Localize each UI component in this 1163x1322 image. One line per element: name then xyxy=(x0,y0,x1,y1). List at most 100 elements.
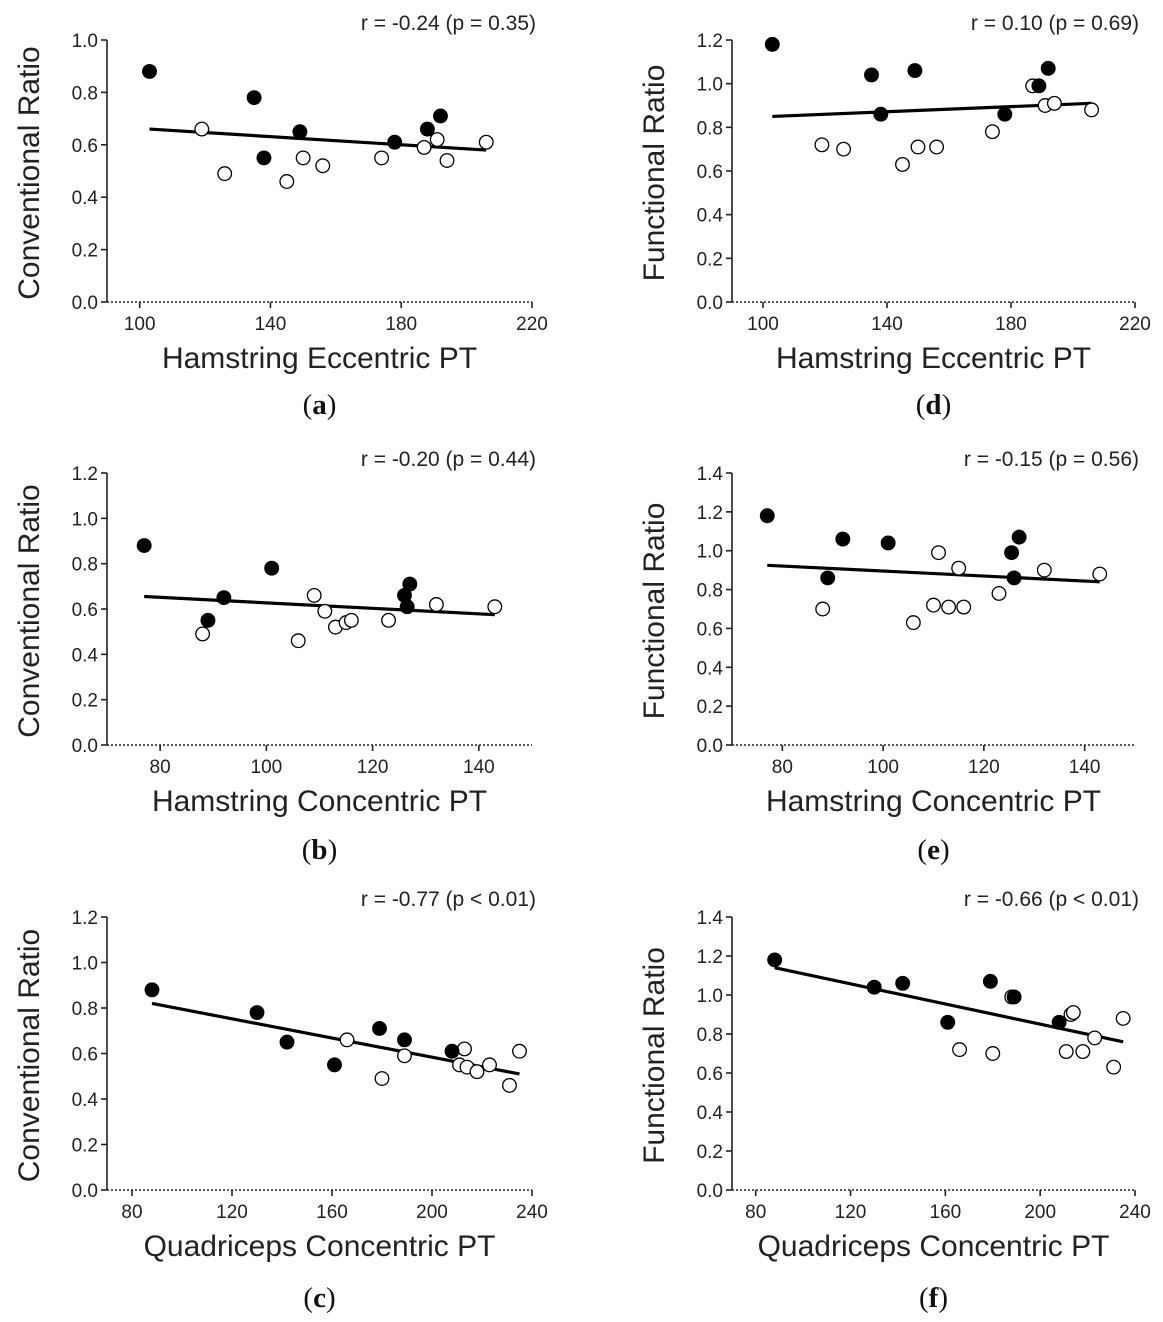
filled-data-point xyxy=(1031,78,1047,94)
open-data-point xyxy=(487,599,503,615)
correlation-annotation: r = -0.77 (p < 0.01) xyxy=(361,888,536,911)
filled-data-point xyxy=(1051,1014,1067,1030)
scatter-panel-a: 0.0 0.2 0.4 0.6 0.8 1.0 100 140 180 220 Hamstring … xyxy=(13,12,548,421)
correlation-annotation: r = -0.24 (p = 0.35) xyxy=(361,12,536,35)
open-data-point xyxy=(1106,1059,1122,1075)
y-axis-title: Functional Ratio xyxy=(638,503,671,720)
panel-label-letter: a xyxy=(312,389,327,421)
filled-data-point xyxy=(249,1005,265,1021)
open-data-point xyxy=(905,615,921,631)
y-tick-label: 1.4 xyxy=(697,464,724,485)
y-tick-label: 1.0 xyxy=(72,954,98,975)
x-tick-label: 80 xyxy=(745,1202,766,1223)
x-tick-label: 140 xyxy=(871,314,903,335)
filled-data-point xyxy=(767,952,783,968)
filled-data-point xyxy=(216,590,232,606)
panel-label: (d) xyxy=(916,389,951,421)
y-tick-label: 0.8 xyxy=(697,118,723,139)
scatter-panel-b: 0.0 0.2 0.4 0.6 0.8 1.0 1.2 80 100 120 140 Hamstrin… xyxy=(13,448,536,866)
open-data-point xyxy=(1065,1005,1081,1021)
correlation-annotation: r = 0.10 (p = 0.69) xyxy=(971,12,1139,35)
open-data-point xyxy=(397,1048,412,1064)
y-tick-label: 0.2 xyxy=(72,691,98,712)
x-axis-title: Hamstring Concentric PT xyxy=(766,785,1101,818)
filled-data-point xyxy=(940,1014,956,1030)
y-tick-label: 0.0 xyxy=(72,1181,98,1202)
open-data-point xyxy=(895,156,910,172)
panel-label: (e) xyxy=(917,834,949,866)
filled-data-point xyxy=(907,63,923,79)
scatter-panel-c: 0.0 0.2 0.4 0.6 0.8 1.0 1.2 80 120 160 200 240 Quadr… xyxy=(13,888,548,1314)
panel-label-paren: ) xyxy=(327,389,337,421)
y-tick-label: 0.4 xyxy=(72,645,99,666)
open-data-point xyxy=(941,599,957,615)
open-data-point xyxy=(929,139,945,155)
filled-data-point xyxy=(142,63,157,79)
open-data-point xyxy=(1058,1044,1074,1060)
open-data-point xyxy=(195,626,211,642)
open-data-point xyxy=(1087,1030,1103,1046)
x-tick-label: 80 xyxy=(121,1202,142,1223)
open-data-point xyxy=(926,597,941,613)
y-tick-label: 1.2 xyxy=(697,31,723,52)
y-tick-label: 1.4 xyxy=(697,908,724,929)
x-axis-title: Quadriceps Concentric PT xyxy=(144,1230,496,1263)
y-tick-label: 0.6 xyxy=(72,136,98,157)
open-data-point xyxy=(279,174,295,189)
open-data-point xyxy=(956,599,972,615)
y-tick-label: 1.0 xyxy=(72,509,98,530)
y-axis-title: Conventional Ratio xyxy=(13,484,46,738)
open-data-point xyxy=(1036,562,1052,578)
open-data-point xyxy=(194,121,210,137)
panel-label-letter: f xyxy=(929,1282,939,1314)
panel-label-paren: ) xyxy=(938,1282,948,1314)
y-tick-label: 1.0 xyxy=(697,986,723,1007)
open-data-point xyxy=(1084,102,1100,118)
filled-data-point xyxy=(327,1057,342,1073)
open-data-point xyxy=(295,150,311,166)
y-tick-label: 0.8 xyxy=(697,1025,723,1046)
open-data-point xyxy=(217,166,233,182)
open-data-point xyxy=(343,612,359,628)
filled-data-point xyxy=(419,121,435,137)
filled-data-point xyxy=(866,979,882,995)
open-data-point xyxy=(306,587,322,603)
correlation-annotation: r = -0.15 (p = 0.56) xyxy=(964,448,1139,471)
filled-data-point xyxy=(256,150,272,166)
filled-data-point xyxy=(1011,529,1027,545)
filled-data-point xyxy=(982,973,998,989)
open-data-point xyxy=(439,153,455,168)
open-data-point xyxy=(315,158,331,174)
x-tick-label: 180 xyxy=(995,314,1027,335)
y-tick-label: 0.4 xyxy=(72,188,99,209)
open-data-point xyxy=(1092,566,1108,582)
x-tick-label: 140 xyxy=(255,314,287,335)
y-tick-label: 1.2 xyxy=(72,464,98,485)
x-axis-title: Hamstring Eccentric PT xyxy=(162,342,477,375)
open-data-point xyxy=(457,1041,472,1057)
filled-data-point xyxy=(433,108,448,124)
y-tick-label: 0.4 xyxy=(697,1103,724,1124)
filled-data-point xyxy=(444,1043,460,1059)
x-tick-label: 80 xyxy=(772,757,793,778)
y-tick-label: 0.6 xyxy=(697,162,723,183)
x-tick-label: 100 xyxy=(747,314,779,335)
y-tick-label: 0.8 xyxy=(72,555,98,576)
open-data-point xyxy=(512,1043,527,1059)
y-tick-label: 1.2 xyxy=(72,908,98,929)
y-axis-title: Functional Ratio xyxy=(638,65,671,282)
y-tick-label: 0.0 xyxy=(697,736,723,757)
filled-data-point xyxy=(200,612,216,628)
x-tick-label: 200 xyxy=(416,1202,448,1223)
filled-data-point xyxy=(372,1021,387,1036)
filled-data-point xyxy=(880,535,896,551)
open-data-point xyxy=(469,1064,485,1080)
panel-label-paren: ( xyxy=(303,389,313,421)
y-tick-label: 0.2 xyxy=(697,249,723,270)
x-axis-title: Hamstring Eccentric PT xyxy=(776,342,1091,375)
open-data-point xyxy=(374,150,390,166)
open-data-point xyxy=(416,139,432,155)
y-tick-label: 0.0 xyxy=(697,1181,723,1202)
x-tick-label: 140 xyxy=(1069,757,1101,778)
